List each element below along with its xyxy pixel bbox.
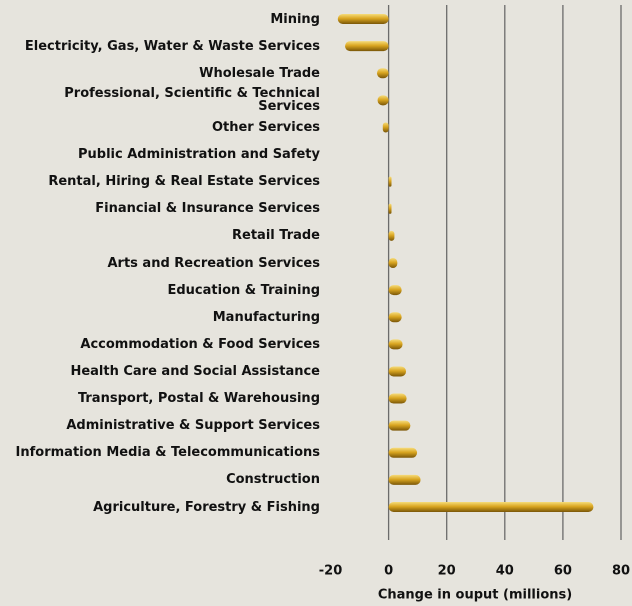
y-tick-label: Professional, Scientific & Technical Ser… [64,86,320,115]
y-tick-label: Mining [270,11,320,27]
bar [377,95,389,106]
y-tick-label: Information Media & Telecommunications [15,445,320,461]
bar [388,176,392,187]
x-tick-label: 20 [438,564,456,579]
bar [388,474,421,485]
bar [376,68,389,79]
bar [388,366,407,377]
x-tick-label: 80 [612,564,630,579]
y-tick-label: Public Administration and Safety [78,147,320,163]
bar [388,447,418,458]
y-tick-label: Rental, Hiring & Real Estate Services [48,174,320,190]
y-tick-label: Arts and Recreation Services [107,255,320,271]
x-axis-title: Change in ouput (millions) [378,588,572,603]
y-tick-label: Health Care and Social Assistance [70,363,320,379]
x-tick-label: 60 [554,564,572,579]
y-tick-label: Education & Training [167,282,320,298]
y-tick-label: Accommodation & Food Services [80,336,320,352]
bar [388,203,392,214]
bar [388,420,411,431]
bar [388,285,402,296]
y-tick-label: Agriculture, Forestry & Fishing [93,499,320,515]
y-tick-label: Financial & Insurance Services [95,201,320,217]
bar [388,502,594,512]
bar [388,230,395,241]
bar [388,258,398,268]
bar [388,393,407,404]
x-tick-label: -20 [319,564,343,579]
x-tick-label: 0 [384,564,393,579]
y-tick-label: Manufacturing [212,309,320,325]
bar [388,339,403,350]
y-tick-label: Other Services [211,119,320,135]
bar [337,14,389,24]
y-tick-label: Construction [226,472,320,488]
y-tick-label: Administrative & Support Services [66,418,320,434]
y-tick-label: Transport, Postal & Warehousing [77,391,320,407]
bar [345,41,389,52]
y-tick-label: Wholesale Trade [199,65,320,81]
x-tick-label: 40 [496,564,514,579]
y-tick-label: Electricity, Gas, Water & Waste Services [24,38,320,54]
y-tick-label: Retail Trade [232,228,320,244]
bar [382,122,389,133]
bar [388,312,402,323]
